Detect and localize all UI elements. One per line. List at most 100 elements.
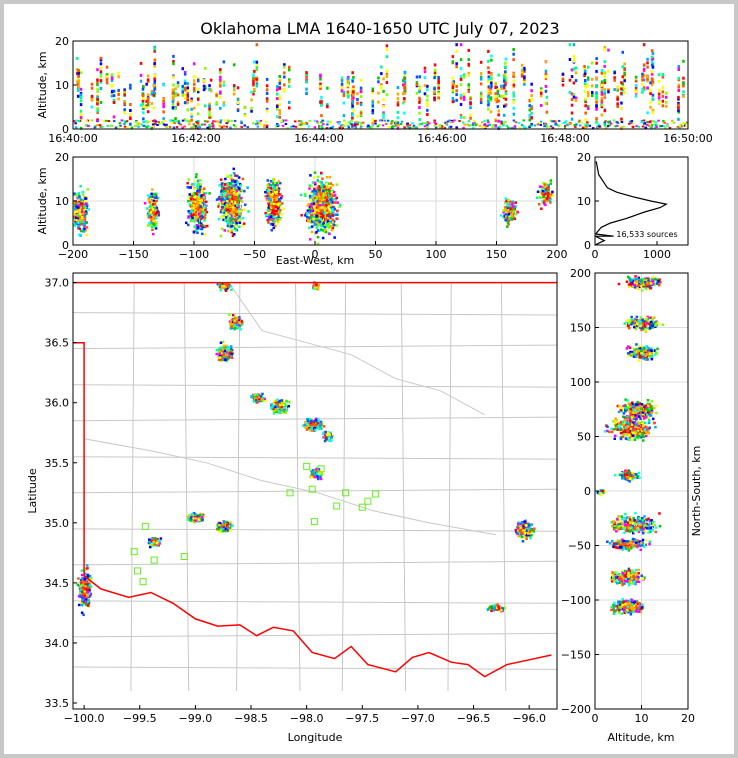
source-point xyxy=(607,121,610,124)
source-point xyxy=(396,86,400,89)
source-point xyxy=(265,84,269,88)
source-point xyxy=(511,205,515,208)
source-point xyxy=(305,71,308,75)
source-point xyxy=(153,64,156,68)
source-point xyxy=(197,218,201,221)
source-point xyxy=(223,346,226,350)
source-point xyxy=(486,124,489,127)
source-point xyxy=(540,207,543,210)
source-point xyxy=(309,216,312,219)
source-point xyxy=(487,91,490,95)
source-point xyxy=(263,125,266,128)
source-point xyxy=(102,119,105,122)
source-point xyxy=(181,67,184,71)
source-point xyxy=(240,323,244,326)
source-point xyxy=(209,78,213,82)
source-point xyxy=(418,96,421,100)
source-point xyxy=(85,204,89,207)
source-point xyxy=(76,196,79,200)
source-point xyxy=(396,97,400,101)
source-point xyxy=(267,186,270,189)
source-point xyxy=(642,43,646,47)
source-point xyxy=(187,198,191,201)
source-point xyxy=(231,321,235,324)
source-point xyxy=(356,114,359,118)
source-point xyxy=(272,184,275,188)
source-point xyxy=(328,222,331,225)
source-point xyxy=(219,341,223,344)
source-point xyxy=(236,326,240,329)
source-point xyxy=(657,100,661,104)
source-point xyxy=(462,92,466,96)
source-point xyxy=(320,209,323,213)
source-point xyxy=(208,110,211,114)
source-point xyxy=(220,198,224,201)
source-point xyxy=(276,105,279,108)
source-point xyxy=(77,94,80,98)
source-point xyxy=(474,124,477,127)
source-point xyxy=(236,200,239,203)
source-point xyxy=(603,71,606,75)
source-point xyxy=(500,120,503,123)
source-point xyxy=(346,77,350,81)
source-point xyxy=(272,226,275,230)
source-point xyxy=(385,48,389,52)
source-point xyxy=(315,226,319,229)
source-point xyxy=(603,48,606,52)
source-point xyxy=(467,124,471,127)
source-point xyxy=(278,109,281,113)
source-point xyxy=(327,207,331,211)
source-point xyxy=(155,192,158,196)
source-point xyxy=(216,283,220,286)
source-point xyxy=(681,122,685,125)
source-point xyxy=(623,87,626,91)
source-point xyxy=(528,126,531,128)
altitude-axis-tick-label: 10 xyxy=(55,79,69,92)
source-point xyxy=(143,202,147,205)
source-point xyxy=(346,79,350,83)
source-point xyxy=(111,91,114,95)
source-point xyxy=(314,189,317,193)
source-point xyxy=(218,348,221,351)
source-point xyxy=(222,181,225,185)
source-point xyxy=(129,86,132,90)
source-point xyxy=(646,77,649,81)
source-point xyxy=(443,127,446,130)
source-point xyxy=(185,221,188,225)
source-point xyxy=(359,121,363,125)
source-point xyxy=(455,98,458,102)
source-point xyxy=(403,100,406,103)
source-point xyxy=(469,97,472,101)
source-point xyxy=(190,118,193,122)
source-point xyxy=(437,81,440,85)
source-point xyxy=(198,199,202,203)
source-point xyxy=(234,229,238,232)
source-point xyxy=(192,213,195,216)
source-point xyxy=(155,196,158,199)
source-point xyxy=(217,197,220,201)
source-point xyxy=(304,192,307,196)
source-point xyxy=(141,87,145,91)
source-point xyxy=(325,209,329,212)
source-point xyxy=(230,177,233,180)
source-point xyxy=(234,187,237,190)
source-point xyxy=(215,198,219,201)
source-point xyxy=(634,75,638,79)
source-point xyxy=(99,87,103,90)
source-point xyxy=(646,57,649,61)
source-point xyxy=(595,98,598,102)
source-point xyxy=(79,103,83,107)
source-point xyxy=(145,106,148,110)
source-point xyxy=(433,125,437,127)
source-point xyxy=(650,57,654,61)
source-point xyxy=(328,189,331,193)
source-point xyxy=(322,183,325,187)
source-point xyxy=(222,187,226,190)
source-point xyxy=(79,184,82,188)
source-point xyxy=(152,232,155,236)
source-point xyxy=(329,210,332,213)
source-point xyxy=(504,70,507,74)
source-point xyxy=(504,57,508,61)
source-point xyxy=(666,123,669,126)
source-point xyxy=(256,122,260,125)
